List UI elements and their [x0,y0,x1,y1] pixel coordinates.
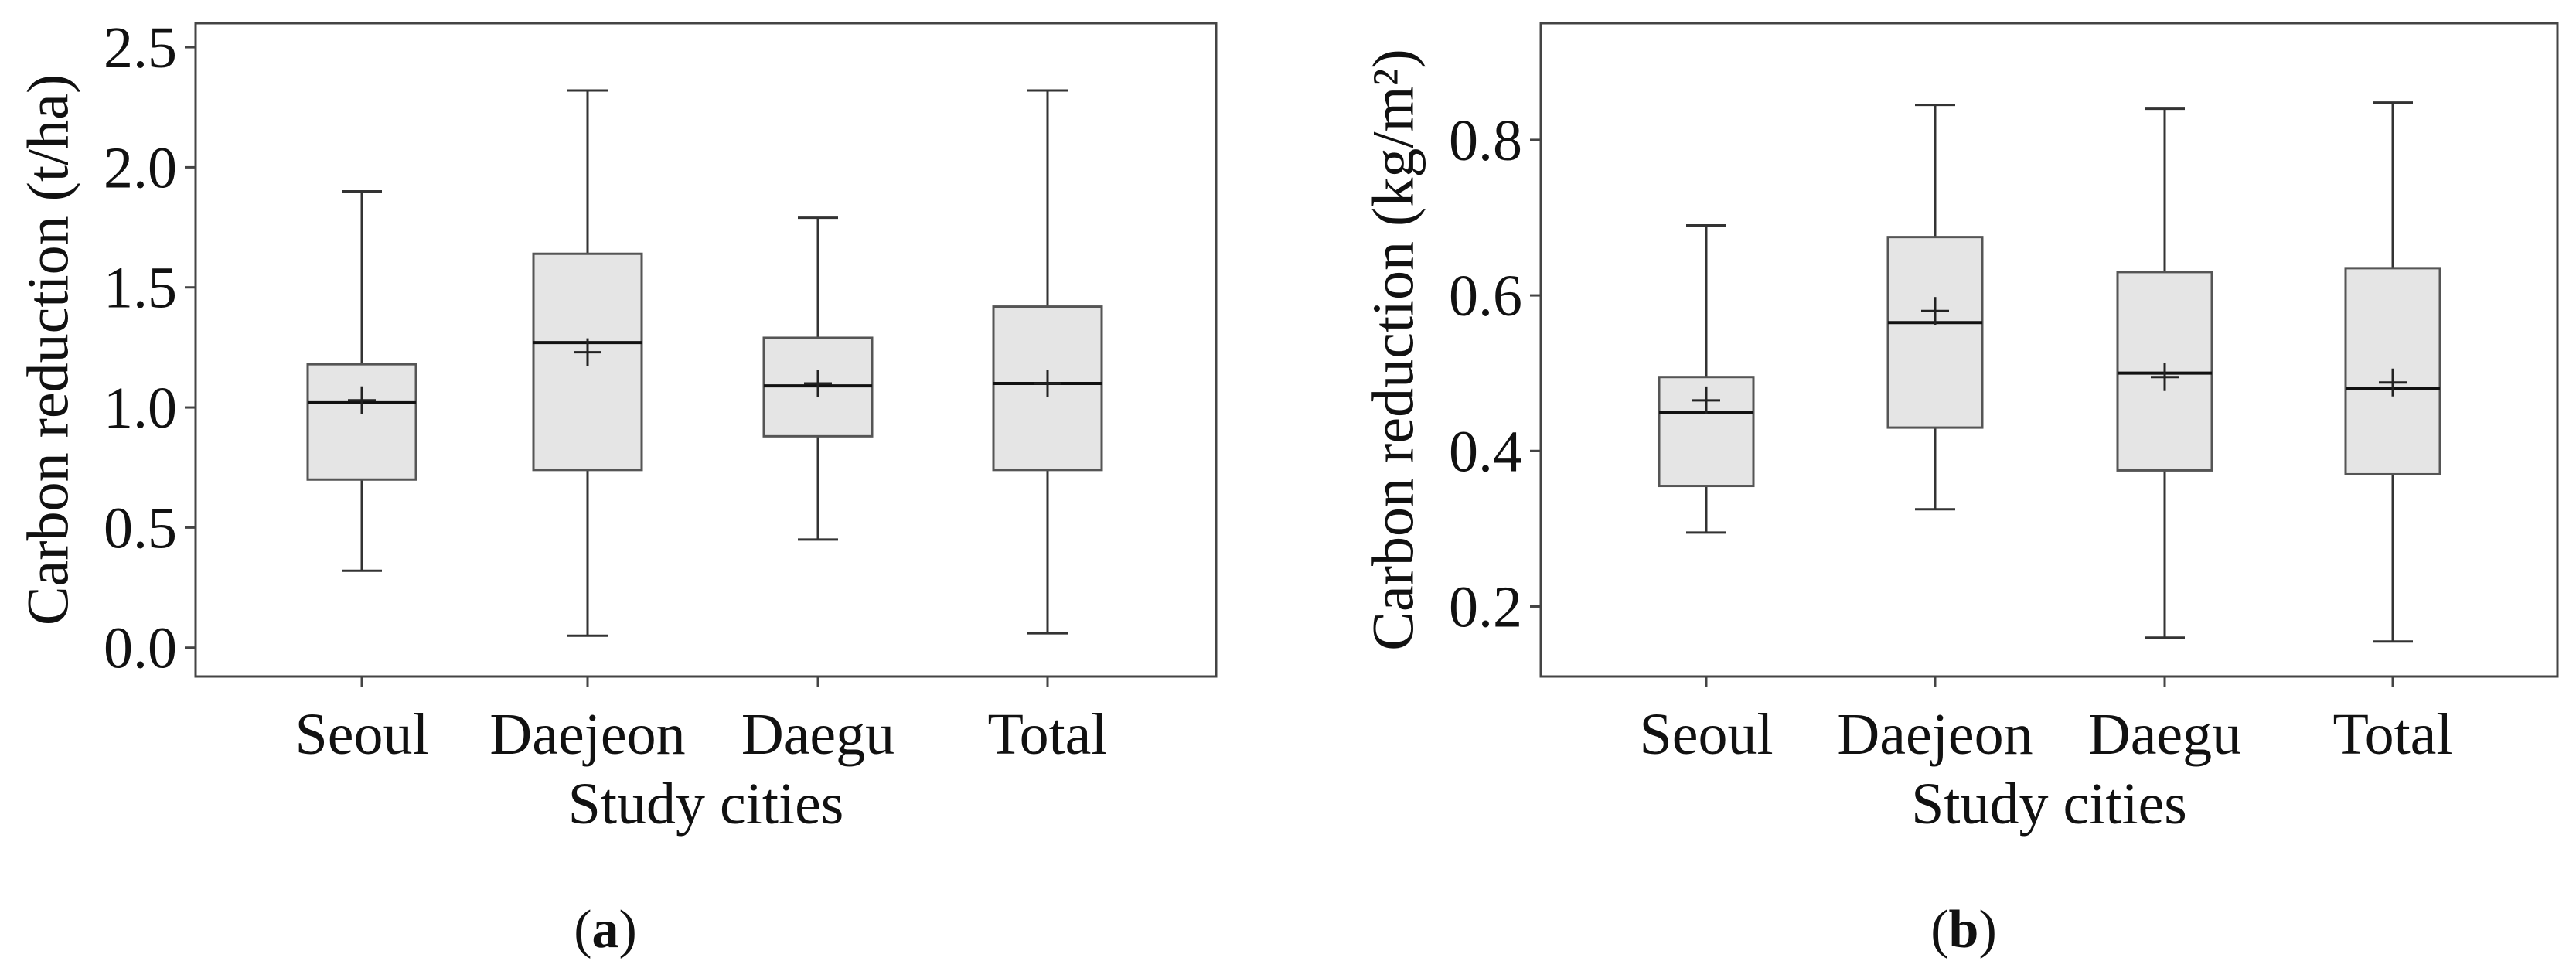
mean-marker [2379,368,2407,397]
iqr-box [1886,236,1984,429]
panel-letter: a [592,900,619,959]
x-axis-title: Study cities [1911,772,2187,837]
mean-marker [574,338,601,366]
y-axis-title: Carbon reduction (kg/m²) [1361,49,1426,650]
x-tick-label: Total [987,702,1107,767]
y-axis-title: Carbon reduction (t/ha) [15,74,80,625]
iqr-box [306,363,417,481]
panel-b: 0.2 0.4 0.6 0.8 Seoul Daejeon Daegu Total Stud… [1361,22,2559,959]
panel-a: 0.0 0.5 1.0 1.5 2.0 2.5 Seoul Daejeon Daegu Tota… [15,15,1218,959]
y-axis: 0.0 0.5 1.0 1.5 2.0 2.5 [104,15,196,681]
mean-marker [1692,386,1720,414]
x-tick-label: Daejeon [489,702,685,767]
y-tick-label: 0.8 [1449,108,1522,173]
y-tick-label: 1.0 [104,376,177,441]
y-tick-label: 0.2 [1449,574,1522,639]
y-tick-label: 0.4 [1449,419,1522,484]
x-tick-label: Daegu [741,702,894,767]
box-daegu [762,216,874,541]
x-axis: Seoul Daejeon Daegu Total [1639,676,2453,767]
panel-label: (a) [574,900,637,959]
mean-marker [1921,297,1949,325]
iqr-box [992,305,1103,472]
mean-marker [348,386,376,414]
box-total [2344,101,2441,643]
mean-marker [2151,363,2179,391]
box-seoul [1658,224,1755,534]
plot-frame [194,22,1218,678]
x-tick-label: Seoul [295,702,428,767]
x-tick-label: Total [2332,702,2452,767]
x-axis: Seoul Daejeon Daegu Total [295,676,1108,767]
x-tick-label: Daegu [2088,702,2241,767]
mean-marker [1034,369,1061,397]
x-axis-title: Study cities [568,772,844,837]
box-daejeon [1886,104,1984,511]
panel-letter: b [1949,900,1979,959]
y-tick-label: 0.5 [104,496,177,561]
box-total [992,89,1103,635]
box-daegu [2116,107,2213,639]
x-tick-label: Seoul [1639,702,1773,767]
plot-frame [1539,22,2559,678]
y-tick-label: 0.6 [1449,264,1522,329]
box-series [306,89,1103,637]
y-tick-label: 2.0 [104,135,177,200]
y-tick-label: 2.5 [104,15,177,80]
box-seoul [306,189,417,572]
y-tick-label: 0.0 [104,616,177,681]
box-series [1658,101,2441,643]
y-tick-label: 1.5 [104,256,177,321]
box-daejeon [532,89,643,637]
x-tick-label: Daejeon [1837,702,2033,767]
panel-label: (b) [1930,900,1997,959]
y-axis: 0.2 0.4 0.6 0.8 [1449,108,1541,639]
mean-marker [804,369,832,397]
